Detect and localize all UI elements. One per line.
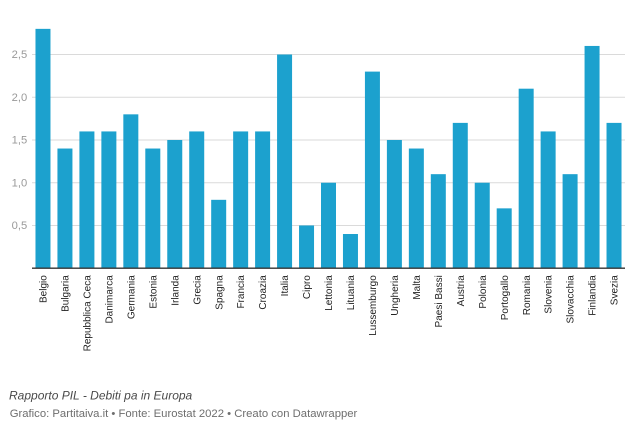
svg-text:Grafico: Partitaiva.it • Fonte: Grafico: Partitaiva.it • Fonte: Eurostat… xyxy=(10,408,358,420)
svg-text:Romania: Romania xyxy=(522,275,533,315)
svg-text:Lituania: Lituania xyxy=(346,275,357,310)
svg-text:Paesi Bassi: Paesi Bassi xyxy=(434,275,445,327)
svg-text:Estonia: Estonia xyxy=(148,275,159,309)
svg-text:0,5: 0,5 xyxy=(12,220,28,232)
svg-text:Lussemburgo: Lussemburgo xyxy=(368,275,379,336)
svg-text:Slovacchia: Slovacchia xyxy=(566,275,577,324)
svg-text:Polonia: Polonia xyxy=(478,275,489,309)
svg-text:2,0: 2,0 xyxy=(12,92,28,104)
svg-text:1,5: 1,5 xyxy=(12,135,28,147)
svg-text:2,5: 2,5 xyxy=(12,49,28,61)
svg-text:Bulgaria: Bulgaria xyxy=(61,275,72,312)
svg-text:Austria: Austria xyxy=(456,275,467,307)
svg-text:Svezia: Svezia xyxy=(610,275,621,305)
svg-text:Croazia: Croazia xyxy=(258,275,269,310)
svg-text:Germania: Germania xyxy=(126,275,137,319)
svg-text:Italia: Italia xyxy=(280,275,291,297)
svg-text:Danimarca: Danimarca xyxy=(104,275,115,324)
svg-text:Portogallo: Portogallo xyxy=(500,275,511,320)
svg-text:Irlanda: Irlanda xyxy=(170,275,181,306)
svg-text:Repubblica Ceca: Repubblica Ceca xyxy=(83,275,94,352)
svg-text:Spagna: Spagna xyxy=(214,275,225,310)
svg-text:Slovenia: Slovenia xyxy=(544,275,555,314)
svg-text:Francia: Francia xyxy=(236,275,247,309)
svg-text:1,0: 1,0 xyxy=(12,177,28,189)
svg-text:Grecia: Grecia xyxy=(192,275,203,305)
svg-text:Ungheria: Ungheria xyxy=(390,275,401,316)
svg-text:Malta: Malta xyxy=(412,275,423,300)
svg-text:Lettonia: Lettonia xyxy=(324,275,335,311)
svg-text:Finlandia: Finlandia xyxy=(588,275,599,316)
svg-text:Cipro: Cipro xyxy=(302,275,313,299)
svg-text:Belgio: Belgio xyxy=(39,275,50,303)
svg-text:Rapporto PIL - Debiti pa in Eu: Rapporto PIL - Debiti pa in Europa xyxy=(9,388,193,402)
